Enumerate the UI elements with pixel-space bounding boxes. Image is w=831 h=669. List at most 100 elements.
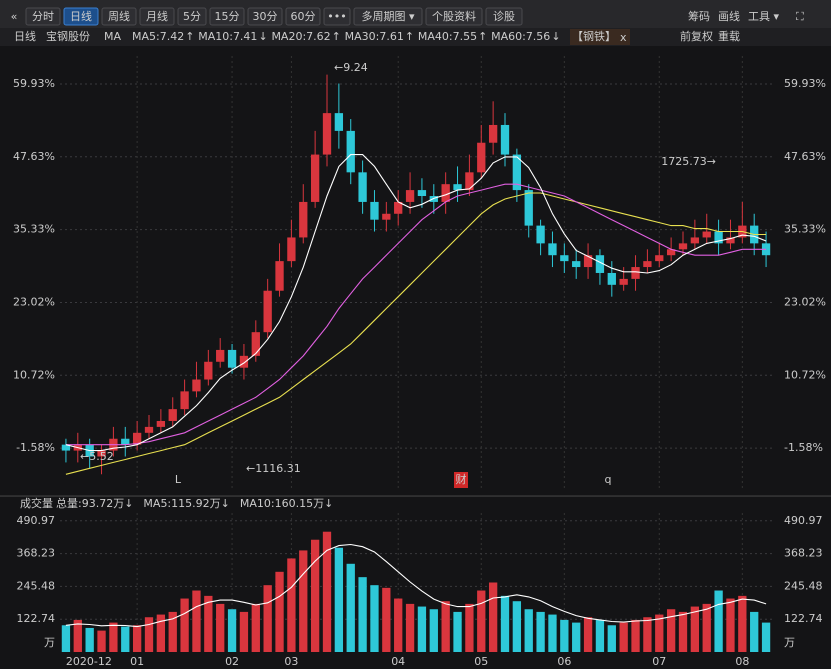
candle-body (322, 113, 332, 155)
volume-bar (144, 617, 154, 652)
toolbar-label[interactable]: 周线 (108, 9, 130, 23)
x-tick-label: 08 (735, 655, 749, 668)
toolbar-button[interactable] (177, 7, 207, 26)
toolbar-label[interactable]: 月线 (146, 9, 168, 23)
candle-body (595, 255, 605, 273)
volume-bar (156, 614, 166, 652)
volume-bar (180, 598, 189, 652)
candle-body (382, 213, 391, 220)
volume-bar (631, 619, 640, 652)
volume-bar (750, 611, 759, 652)
toolbar-button[interactable] (25, 7, 61, 26)
toolbar-label[interactable]: 个股资料 (432, 9, 476, 23)
ma-line (65, 192, 767, 475)
period: 日线 (14, 29, 36, 43)
ma-line (65, 183, 767, 446)
toolbar-label[interactable]: 多周期图 ▾ (361, 9, 414, 23)
candle-body (263, 290, 272, 333)
y-tick-label: -1.58% (16, 441, 55, 454)
y-tick-label-right: 490.97 (784, 514, 823, 527)
adjust[interactable]: 前复权 (680, 29, 713, 43)
volume-bar (109, 622, 118, 652)
unit-label-right: 万 (784, 636, 795, 649)
volume-bar (488, 582, 498, 652)
volume-bar (714, 590, 723, 652)
ma-arrow: ↑ (405, 30, 414, 43)
y-tick-label: 245.48 (17, 579, 56, 592)
event-marker[interactable]: 财 (456, 472, 467, 486)
toolbar-label[interactable]: ••• (327, 10, 346, 23)
toolbar-button[interactable] (209, 7, 245, 26)
tag-box[interactable] (570, 29, 630, 45)
price-annotation: ←5.52 (80, 450, 114, 463)
volume-bar (512, 601, 522, 652)
toolbar-button[interactable] (63, 7, 99, 26)
volume-bar (500, 595, 510, 652)
toolbar-button[interactable] (285, 7, 321, 26)
toolbar-button[interactable] (101, 7, 137, 26)
event-marker[interactable]: L (175, 473, 182, 486)
volume-bar (655, 614, 664, 652)
toolbar-button[interactable] (323, 7, 351, 26)
toolbar-label[interactable]: « (11, 10, 18, 23)
candle-body (275, 261, 284, 291)
candle-body (144, 426, 154, 433)
toolbar-right[interactable]: 工具 ▾ (748, 10, 779, 23)
candle-body (477, 142, 486, 173)
y-tick-label: 47.63% (13, 150, 55, 163)
sector-tag[interactable]: 【钢铁】 (572, 30, 616, 43)
candle-body (524, 190, 533, 226)
candle-body (97, 450, 106, 457)
volume-bar (453, 611, 462, 652)
toolbar-button[interactable] (485, 7, 523, 26)
volume-bar (548, 614, 557, 652)
volume-bar (73, 619, 82, 652)
candle-body (500, 124, 510, 155)
volume-bar (441, 601, 450, 652)
event-marker[interactable]: q (605, 473, 612, 486)
ma-label: MA (104, 30, 121, 43)
candle-body (370, 201, 379, 220)
candle-body (548, 243, 557, 256)
volume-bar (382, 587, 391, 652)
y-tick-label-right: 122.74 (784, 612, 823, 625)
y-tick-label-right: 23.02% (784, 295, 826, 308)
ma-arrow: ↑ (185, 30, 194, 43)
reload[interactable]: 重载 (718, 29, 740, 43)
volume-bar (678, 611, 688, 652)
toolbar-button[interactable] (247, 7, 283, 26)
stock-name: 宝钢股份 (46, 29, 90, 43)
volume-legend: 总量:93.72万↓ (56, 496, 133, 510)
toolbar-right[interactable]: 画线 (718, 9, 740, 23)
price-panel (0, 46, 831, 496)
toolbar-label[interactable]: 诊股 (493, 9, 515, 23)
toolbar-button[interactable] (139, 7, 175, 26)
y-tick-label-right: -1.58% (784, 441, 823, 454)
toolbar-label[interactable]: 15分 (215, 10, 240, 23)
toolbar-label[interactable]: 60分 (291, 10, 316, 23)
toolbar-right[interactable]: ⛶ (796, 10, 804, 23)
toolbar-right[interactable]: 筹码 (688, 9, 710, 23)
tag-close[interactable]: x (620, 31, 627, 44)
toolbar-label[interactable]: 日线 (70, 9, 92, 23)
toolbar-label[interactable]: 5分 (183, 10, 201, 23)
y-tick-label: 490.97 (17, 514, 56, 527)
volume-bar (595, 619, 605, 652)
toolbar-label[interactable]: 30分 (253, 10, 278, 23)
ma-legend: MA20:7.62 (271, 30, 330, 43)
toolbar-button[interactable] (353, 7, 423, 26)
toolbar-button[interactable] (425, 7, 483, 26)
volume-bar (417, 606, 427, 652)
toolbar-label[interactable]: 分时 (32, 10, 54, 23)
volume-bar (607, 625, 616, 652)
candle-body (334, 113, 344, 131)
candle-body (394, 201, 403, 214)
candle-body (239, 355, 249, 368)
volume-bar (429, 609, 438, 652)
x-tick-label: 06 (557, 655, 571, 668)
volume-bar (358, 577, 367, 652)
candle-body (227, 349, 237, 368)
x-tick-label: 05 (474, 655, 488, 668)
volume-bar (132, 625, 142, 652)
candle-body (61, 444, 71, 451)
